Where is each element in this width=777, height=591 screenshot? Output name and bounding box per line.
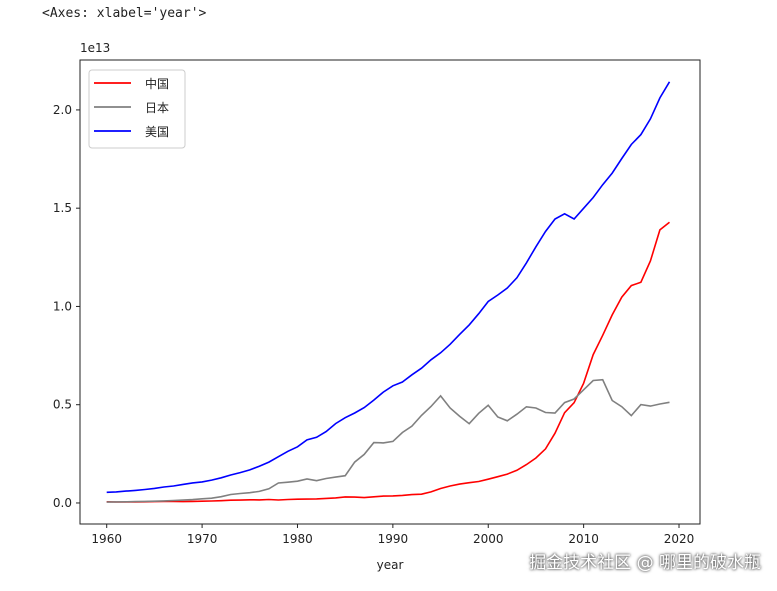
x-tick-label: 2000	[473, 532, 504, 546]
series-line-2	[106, 81, 671, 494]
x-tick-label: 1990	[378, 532, 409, 546]
x-tick-label: 1970	[187, 532, 218, 546]
legend-box	[88, 69, 186, 149]
x-tick-label: 1980	[282, 532, 313, 546]
series-line-1	[106, 378, 670, 503]
y-offset-label: 1e13	[80, 41, 110, 55]
x-tick-label: 2020	[664, 532, 695, 546]
y-tick-label: 1.5	[53, 201, 72, 215]
watermark: 掘金技术社区 @ 哪里的破水瓶	[529, 553, 761, 573]
legend-label-1: 日本	[145, 101, 169, 115]
legend-label-2: 美国	[145, 125, 169, 139]
plot-frame	[79, 59, 701, 525]
x-tick-label: 1960	[91, 532, 122, 546]
y-tick-label: 1.0	[53, 299, 72, 313]
y-tick-label: 0.5	[53, 398, 72, 412]
legend-label-0: 中国	[145, 76, 169, 91]
y-tick-label: 0.0	[53, 496, 72, 510]
x-tick-label: 2010	[568, 532, 599, 546]
axes-repr-output: <Axes: xlabel='year'>	[42, 6, 207, 21]
series-line-0	[106, 221, 670, 503]
x-axis-label: year	[377, 558, 404, 572]
y-tick-label: 2.0	[53, 103, 72, 117]
